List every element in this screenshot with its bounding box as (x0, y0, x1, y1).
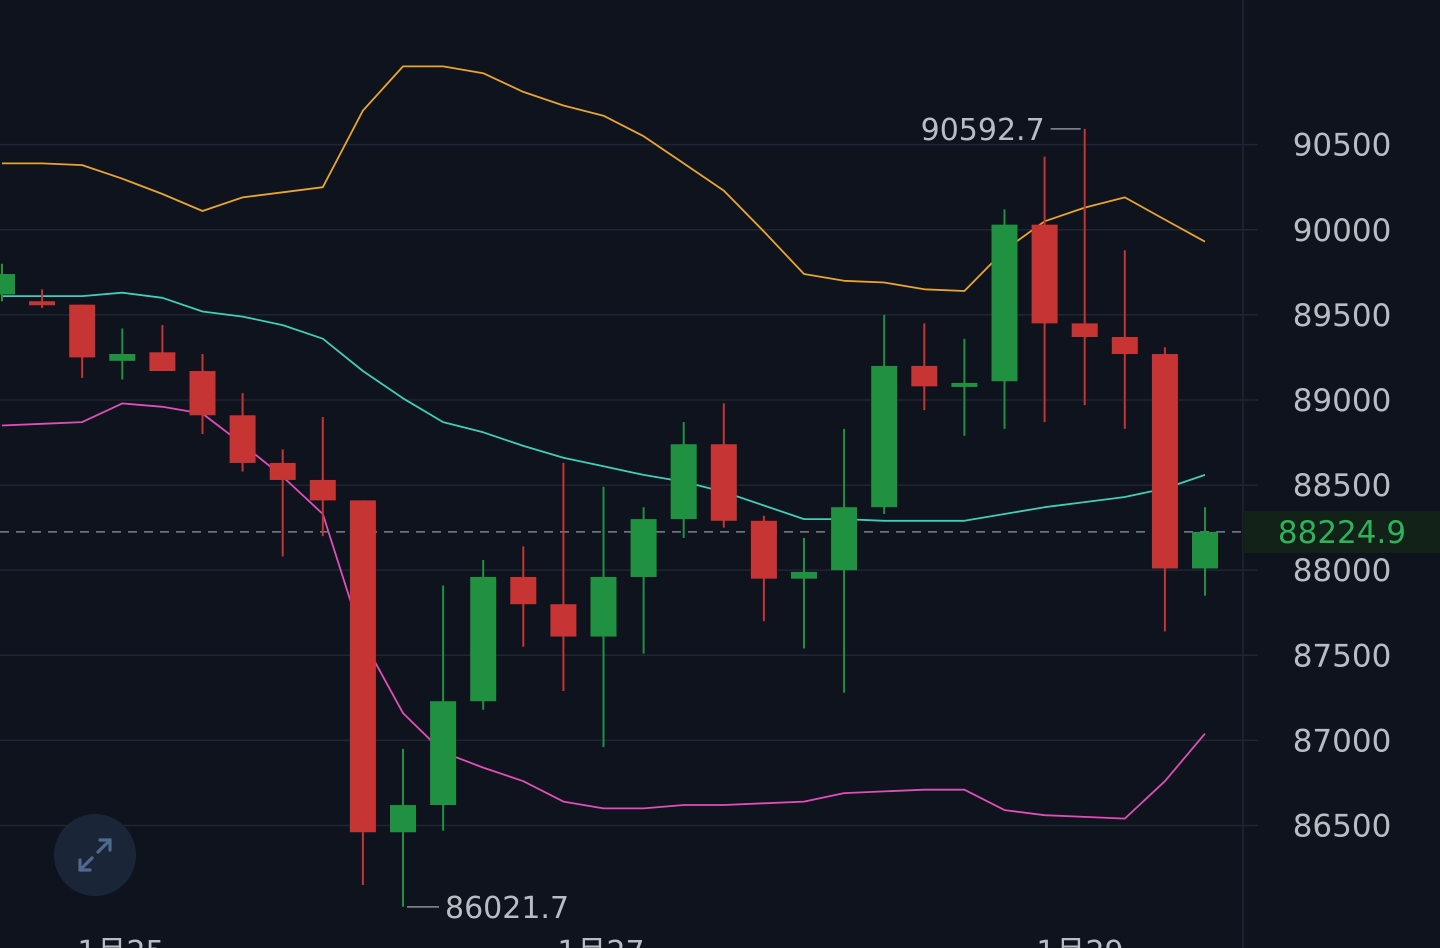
y-tick-label: 88000 (1293, 553, 1392, 589)
candle-body (670, 444, 697, 520)
candle-body (911, 365, 938, 387)
candle-body (430, 701, 457, 806)
y-tick-label: 86500 (1293, 808, 1392, 844)
candle-body (590, 576, 617, 637)
low-marker-label: 86021.7 (445, 891, 569, 926)
candle-body (189, 371, 216, 416)
y-tick-label: 89500 (1293, 298, 1392, 334)
candle-body (349, 500, 376, 833)
y-tick-label: 90500 (1293, 128, 1392, 164)
expand-arrows-icon (78, 838, 112, 872)
candle-body (29, 301, 56, 306)
candle-body (831, 507, 858, 571)
y-tick-label: 90000 (1293, 213, 1392, 249)
candle-body (0, 274, 15, 295)
candle-body (1192, 531, 1218, 569)
candle-body (1111, 336, 1138, 355)
candle-body (510, 576, 537, 605)
candle-body (710, 444, 737, 521)
candle-body (1151, 354, 1178, 569)
candle-body (390, 805, 416, 833)
x-tick-label: 1月29 (1036, 935, 1123, 948)
candle-body (630, 519, 657, 577)
candle-body (1031, 224, 1058, 324)
candle-body (991, 224, 1018, 382)
high-marker-label: 90592.7 (921, 113, 1045, 148)
candle-body (149, 352, 176, 372)
candle-body (470, 576, 497, 702)
candle-body (69, 304, 96, 358)
y-tick-label: 87000 (1293, 723, 1392, 759)
last-price-label: 88224.9 (1278, 515, 1406, 551)
candle-body (951, 382, 978, 387)
candle-body (229, 415, 256, 463)
y-tick-label: 88500 (1293, 468, 1392, 504)
candle-body (269, 462, 296, 480)
series-line-1 (2, 291, 1206, 522)
x-tick-label: 1月27 (557, 935, 644, 948)
y-tick-label: 89000 (1293, 383, 1392, 419)
candle-body (791, 571, 817, 579)
candle-body (550, 604, 577, 637)
candle-body (109, 354, 136, 361)
y-tick-label: 87500 (1293, 638, 1392, 674)
expand-button[interactable] (54, 814, 136, 896)
candle-body (1071, 323, 1098, 337)
candle-body (871, 365, 898, 508)
series-line-0 (2, 65, 1206, 292)
x-tick-label: 1月25 (77, 935, 164, 948)
last-price-tag (1243, 510, 1440, 553)
candle-body (309, 479, 336, 501)
candle-body (750, 520, 777, 579)
